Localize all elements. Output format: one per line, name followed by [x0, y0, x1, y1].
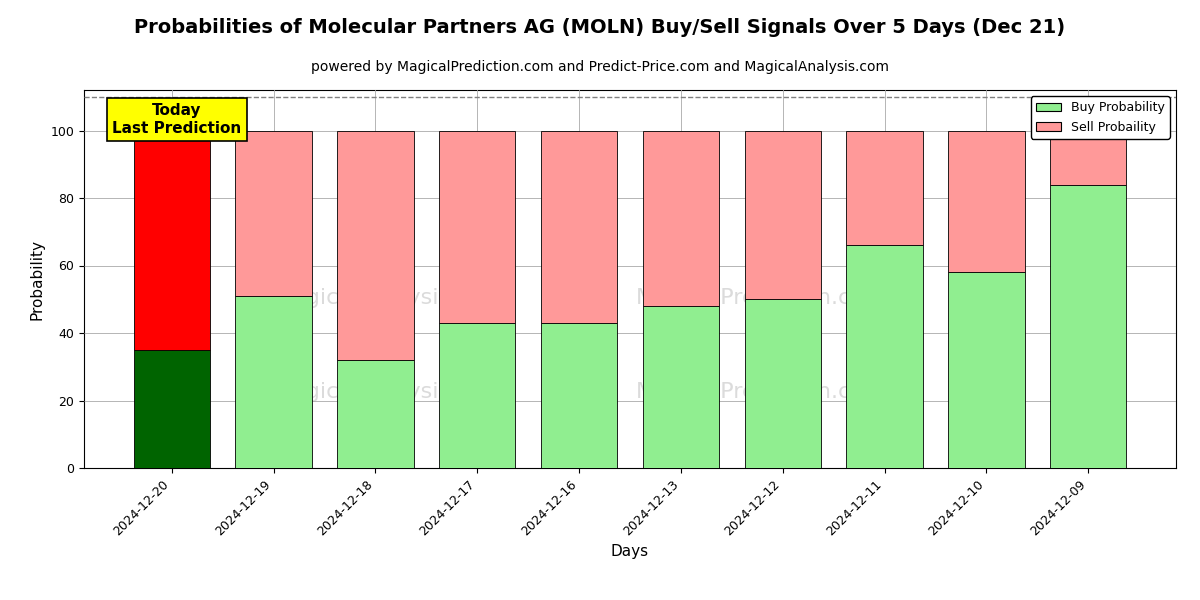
Bar	[744, 130, 821, 299]
Text: powered by MagicalPrediction.com and Predict-Price.com and MagicalAnalysis.com: powered by MagicalPrediction.com and Pre…	[311, 60, 889, 74]
Y-axis label: Probability: Probability	[30, 238, 44, 319]
Bar	[541, 130, 617, 323]
Legend: Buy Probability, Sell Probaility: Buy Probability, Sell Probaility	[1031, 96, 1170, 139]
Bar	[948, 130, 1025, 272]
Bar	[948, 272, 1025, 468]
Bar	[643, 306, 719, 468]
Bar	[643, 130, 719, 306]
Text: MagicalPrediction.com: MagicalPrediction.com	[636, 382, 887, 403]
Text: MagicalAnalysis.com: MagicalAnalysis.com	[274, 382, 505, 403]
Bar	[846, 130, 923, 245]
Bar	[235, 130, 312, 296]
Bar	[846, 245, 923, 468]
Text: Today
Last Prediction: Today Last Prediction	[113, 103, 241, 136]
Bar	[133, 130, 210, 350]
Bar	[337, 130, 414, 360]
Bar	[1050, 130, 1127, 185]
Text: Probabilities of Molecular Partners AG (MOLN) Buy/Sell Signals Over 5 Days (Dec : Probabilities of Molecular Partners AG (…	[134, 18, 1066, 37]
Bar	[235, 296, 312, 468]
Text: MagicalAnalysis.com: MagicalAnalysis.com	[274, 288, 505, 308]
Bar	[439, 130, 516, 323]
Bar	[133, 350, 210, 468]
Bar	[439, 323, 516, 468]
X-axis label: Days: Days	[611, 544, 649, 559]
Bar	[337, 360, 414, 468]
Bar	[744, 299, 821, 468]
Bar	[1050, 185, 1127, 468]
Bar	[541, 323, 617, 468]
Text: MagicalPrediction.com: MagicalPrediction.com	[636, 288, 887, 308]
